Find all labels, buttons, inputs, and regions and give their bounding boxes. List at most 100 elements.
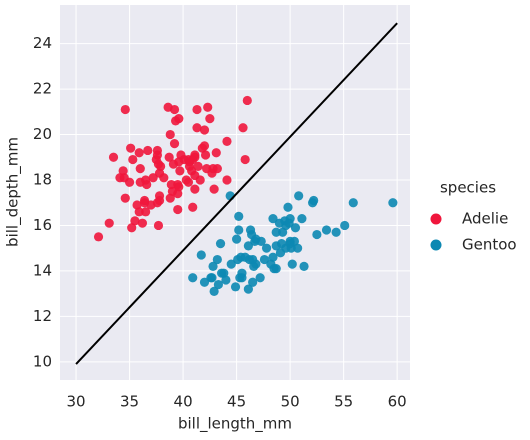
point: [174, 114, 184, 124]
point: [234, 225, 244, 235]
point: [256, 236, 266, 246]
point: [141, 207, 151, 217]
point: [188, 273, 198, 283]
point: [268, 214, 278, 224]
point: [199, 125, 210, 135]
point: [226, 259, 236, 269]
point: [284, 218, 294, 228]
point: [246, 229, 257, 240]
point: [195, 175, 205, 185]
point: [120, 104, 130, 115]
point: [243, 284, 253, 294]
point: [153, 220, 164, 231]
x-tick-label: 55: [334, 393, 353, 411]
x-axis-label: bill_length_mm: [178, 415, 292, 434]
point: [299, 261, 309, 271]
y-tick-label: 12: [33, 307, 52, 325]
x-tick-label: 60: [388, 393, 407, 411]
point: [183, 177, 194, 187]
point: [174, 182, 184, 192]
point: [278, 227, 288, 237]
point: [190, 150, 200, 160]
point: [135, 177, 145, 187]
legend-title: species: [440, 179, 496, 197]
point: [271, 227, 281, 237]
point: [120, 193, 130, 203]
point: [93, 232, 104, 242]
point: [232, 234, 242, 244]
point: [134, 207, 144, 217]
y-tick-label: 14: [33, 261, 52, 279]
point: [143, 145, 153, 156]
point: [148, 173, 158, 183]
point: [261, 243, 272, 253]
legend-label: Adelie: [462, 210, 508, 228]
point: [207, 168, 217, 178]
line: [75, 22, 398, 365]
y-tick-label: 10: [33, 352, 52, 370]
point: [222, 136, 232, 146]
point: [156, 161, 166, 171]
point: [208, 261, 218, 271]
point: [169, 139, 180, 149]
point: [203, 102, 213, 112]
point: [173, 204, 183, 215]
point: [104, 218, 114, 228]
point: [118, 166, 128, 176]
x-tick-label: 30: [67, 393, 86, 411]
point: [233, 254, 243, 265]
point: [248, 277, 258, 287]
point: [222, 175, 232, 185]
point: [255, 273, 265, 283]
point: [290, 223, 301, 233]
point: [165, 129, 175, 140]
point: [152, 150, 163, 160]
point: [199, 277, 210, 287]
point: [340, 220, 350, 231]
point: [259, 254, 270, 265]
point: [164, 152, 174, 162]
point: [184, 157, 195, 167]
point: [234, 211, 244, 221]
point: [251, 259, 261, 269]
point: [197, 143, 207, 153]
point: [130, 216, 140, 226]
point: [134, 148, 144, 158]
x-tick-label: 35: [120, 393, 139, 411]
legend-label: Gentoo: [462, 236, 517, 254]
point: [348, 198, 358, 208]
point: [388, 198, 398, 208]
point: [175, 166, 185, 176]
y-axis-label: bill_depth_mm: [4, 137, 23, 247]
point: [271, 241, 281, 251]
point: [139, 195, 150, 206]
legend-marker: [430, 213, 442, 225]
x-tick-label: 40: [174, 393, 193, 411]
point: [128, 154, 138, 165]
y-tick-label: 20: [33, 125, 52, 143]
point: [283, 202, 293, 212]
y-tick-label: 18: [33, 171, 52, 189]
point: [159, 173, 169, 183]
point: [209, 286, 219, 296]
point: [207, 273, 217, 283]
point: [169, 104, 180, 115]
y-tick-label: 24: [33, 34, 52, 52]
point: [190, 184, 200, 194]
point: [196, 250, 206, 260]
point: [309, 195, 319, 206]
point: [237, 268, 247, 278]
point: [287, 259, 297, 269]
point: [240, 154, 250, 165]
point: [126, 143, 136, 153]
point: [212, 254, 222, 265]
point: [269, 264, 279, 274]
point: [119, 173, 129, 183]
point: [238, 123, 248, 133]
point: [205, 114, 215, 124]
point: [230, 282, 241, 292]
point: [167, 186, 177, 196]
point: [211, 148, 221, 158]
point: [127, 223, 137, 233]
